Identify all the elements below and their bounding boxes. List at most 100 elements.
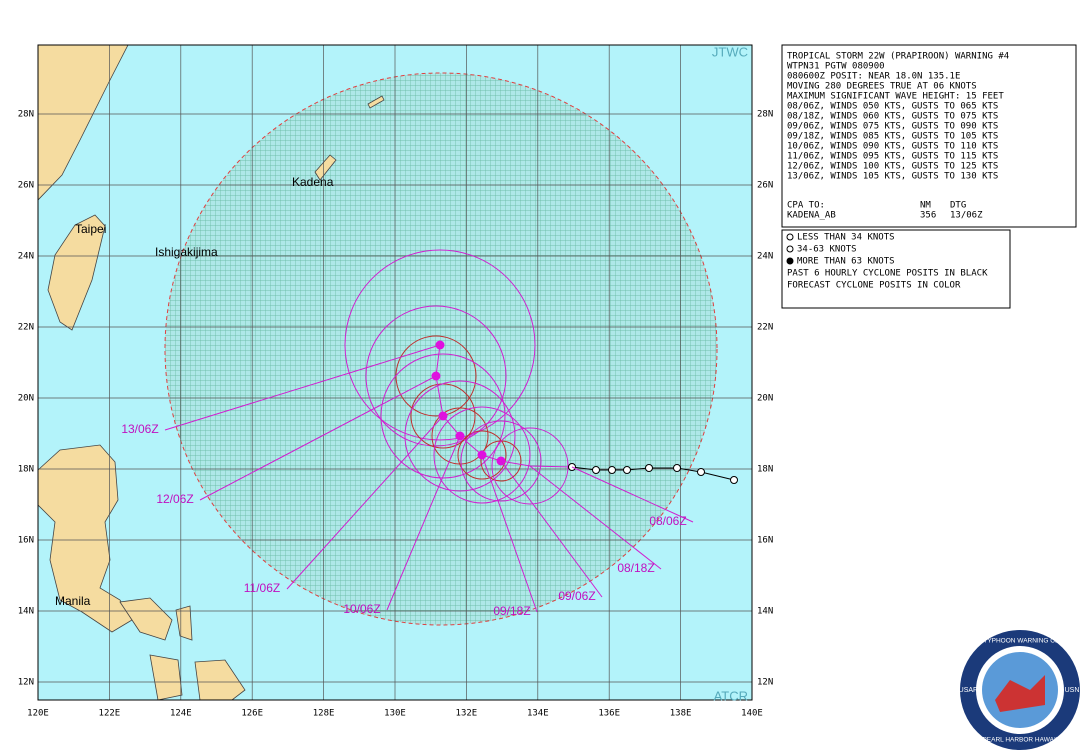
seal-text: PEARL HARBOR HAWAII [982, 737, 1057, 744]
storm-track [164, 249, 738, 613]
track-label: 09/18Z [493, 604, 530, 618]
track-label: 10/06Z [343, 602, 380, 616]
lat-label: 12N [18, 678, 34, 688]
corner-label: JTWC [712, 44, 748, 59]
warning-text: TROPICAL STORM 22W (PRAPIROON) WARNING #… [787, 52, 1009, 221]
lon-label: 134E [527, 709, 549, 719]
legend-line: 34-63 KNOTS [797, 245, 857, 255]
grid [38, 45, 752, 700]
cpa-header: DTG [950, 201, 966, 211]
legend-symbol [786, 257, 794, 265]
seal-art [995, 675, 1045, 712]
lat-label: 28N [18, 110, 34, 120]
lon-label: 132E [456, 709, 478, 719]
legend: LESS THAN 34 KNOTS 34-63 KNOTS MORE THAN 6… [786, 233, 988, 291]
legend-box [781, 229, 1011, 309]
cpa-value: 356 [920, 211, 936, 221]
legend-symbol [786, 245, 794, 253]
lat-label: 26N [757, 181, 773, 191]
warning-box [781, 44, 1077, 228]
warning-line: 11/06Z, WINDS 095 KTS, GUSTS TO 115 KTS [787, 152, 998, 162]
wind-radius [344, 249, 536, 441]
past-posit [730, 476, 738, 484]
place-label: Taipei [75, 222, 106, 236]
leader-line [286, 415, 444, 590]
leader-line [386, 435, 461, 611]
leader-line [529, 465, 662, 570]
leader-line [164, 344, 441, 431]
legend-line: FORECAST CYCLONE POSITS IN COLOR [787, 281, 961, 291]
cpa-header: NM [920, 201, 931, 211]
lat-label: 26N [18, 181, 34, 191]
cpa-value: KADENA_AB [787, 211, 836, 221]
warning-line: 12/06Z, WINDS 100 KTS, GUSTS TO 125 KTS [787, 162, 998, 172]
lat-label: 20N [757, 394, 773, 404]
lon-label: 122E [99, 709, 121, 719]
place-label: Kadena [292, 175, 334, 189]
map [38, 45, 752, 700]
track-label: 09/06Z [558, 589, 595, 603]
seal: JOINT TYPHOON WARNING CENTER PEARL HARBO… [959, 630, 1080, 750]
lon-label: 136E [598, 709, 620, 719]
axis-labels: 28N 28N 26N 26N 24N 24N 22N 22N 20N 20N 18N 18N 16N 1… [18, 110, 774, 719]
lon-label: 140E [741, 709, 763, 719]
lat-label: 22N [757, 323, 773, 333]
past-posit [673, 464, 681, 472]
leader-line [571, 466, 694, 523]
lat-label: 24N [18, 252, 34, 262]
wind-radius [365, 305, 507, 447]
corner-label: ATCR [714, 688, 748, 703]
wind-radius [460, 420, 542, 502]
wind-radius [433, 406, 531, 504]
cpa-value: 13/06Z [950, 211, 983, 221]
leader-line [481, 454, 538, 613]
lat-label: 12N [757, 678, 773, 688]
warning-line: WTPN31 PGTW 080900 [787, 62, 885, 72]
lat-label: 28N [757, 110, 773, 120]
place-label: Ishigakijima [155, 245, 218, 259]
legend-symbol [786, 233, 794, 241]
warning-line: MOVING 280 DEGREES TRUE AT 06 KNOTS [787, 82, 977, 92]
warning-line: 080600Z POSIT: NEAR 18.0N 135.1E [787, 72, 960, 82]
lat-label: 14N [18, 607, 34, 617]
wind-radius-inner [457, 430, 507, 480]
lat-label: 18N [18, 465, 34, 475]
wind-radius [491, 427, 569, 505]
lat-label: 16N [757, 536, 773, 546]
wind-radius [404, 380, 516, 492]
legend-line: MORE THAN 63 KNOTS [797, 257, 895, 267]
lon-label: 138E [670, 709, 692, 719]
warning-line: 09/18Z, WINDS 085 KTS, GUSTS TO 105 KTS [787, 132, 998, 142]
lat-label: 24N [757, 252, 773, 262]
place-label: Manila [55, 594, 91, 608]
map-frame [37, 44, 753, 701]
track-label: 12/06Z [156, 492, 193, 506]
lat-label: 16N [18, 536, 34, 546]
legend-line: LESS THAN 34 KNOTS [797, 233, 895, 243]
past-posit [592, 466, 600, 474]
warning-line: TROPICAL STORM 22W (PRAPIROON) WARNING #… [787, 52, 1009, 62]
leader-line [500, 460, 603, 598]
seal-text: USAF [959, 687, 978, 694]
warning-line: 13/06Z, WINDS 105 KTS, GUSTS TO 130 KTS [787, 172, 998, 182]
lat-label: 22N [18, 323, 34, 333]
lon-label: 128E [313, 709, 335, 719]
seal-text: JOINT TYPHOON WARNING CENTER [963, 638, 1077, 645]
lon-label: 120E [27, 709, 49, 719]
track-label: 13/06Z [121, 422, 158, 436]
legend-line: PAST 6 HOURLY CYCLONE POSITS IN BLACK [787, 269, 988, 279]
track-label: 08/18Z [617, 561, 654, 575]
warning-line: 08/06Z, WINDS 050 KTS, GUSTS TO 065 KTS [787, 102, 998, 112]
cpa-header: CPA TO: [787, 201, 825, 211]
lon-label: 126E [241, 709, 263, 719]
lon-label: 124E [170, 709, 192, 719]
lat-label: 18N [757, 465, 773, 475]
warning-line: 09/06Z, WINDS 075 KTS, GUSTS TO 090 KTS [787, 122, 998, 132]
lat-label: 14N [757, 607, 773, 617]
warning-line: MAXIMUM SIGNIFICANT WAVE HEIGHT: 15 FEET [787, 92, 1004, 102]
past-posit [697, 468, 705, 476]
wind-radius [380, 353, 506, 479]
past-posit [645, 464, 653, 472]
land [38, 45, 385, 700]
